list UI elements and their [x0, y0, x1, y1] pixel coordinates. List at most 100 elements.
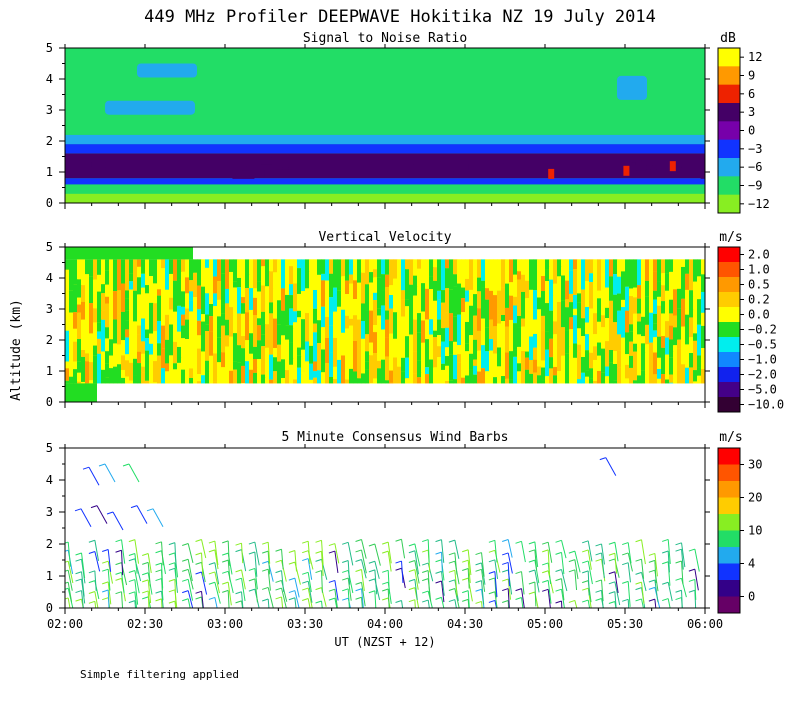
velocity-cell: [249, 310, 254, 320]
wind-barb-flag: [262, 542, 268, 544]
velocity-cell: [693, 370, 698, 381]
velocity-cell: [637, 347, 642, 375]
velocity-cell: [373, 293, 378, 300]
velocity-cell: [617, 334, 622, 350]
wind-barb-flag: [99, 464, 105, 466]
velocity-cell: [613, 322, 618, 351]
velocity-cell: [589, 368, 594, 378]
velocity-cell: [657, 337, 662, 358]
y-tick-label: 2: [46, 333, 53, 347]
velocity-cell: [453, 379, 458, 383]
velocity-cell: [469, 354, 474, 370]
velocity-cell: [417, 259, 422, 268]
velocity-cell: [189, 311, 194, 342]
velocity-cell: [589, 282, 594, 308]
velocity-cell: [297, 294, 302, 311]
velocity-cell: [281, 335, 286, 359]
wind-barb-flag: [409, 579, 415, 581]
velocity-cell: [69, 353, 74, 377]
wind-barb-flag: [582, 571, 588, 573]
velocity-cell: [485, 328, 490, 351]
velocity-cell: [645, 325, 650, 344]
velocity-cell: [561, 259, 566, 266]
velocity-cell: [141, 373, 146, 384]
velocity-cell: [397, 351, 402, 366]
velocity-cell: [289, 295, 294, 308]
wind-barb-flag: [356, 582, 362, 584]
velocity-cell: [129, 363, 134, 381]
velocity-cell: [277, 300, 282, 325]
wind-barb: [442, 552, 443, 572]
velocity-cell: [321, 349, 326, 372]
y-tick-label: 3: [46, 302, 53, 316]
wind-barb-flag: [409, 551, 415, 553]
velocity-cell: [577, 338, 582, 344]
colorbar-swatch: [718, 140, 740, 159]
velocity-cell: [677, 349, 682, 371]
velocity-cell: [489, 259, 494, 282]
velocity-cell: [125, 337, 130, 354]
velocity-cell: [137, 259, 142, 266]
velocity-cell: [173, 259, 178, 280]
velocity-cell: [429, 259, 434, 276]
wind-barb: [575, 570, 577, 590]
velocity-cell: [301, 350, 306, 357]
velocity-cell: [665, 338, 670, 355]
velocity-cell: [601, 259, 606, 290]
colorbar-swatch: [718, 322, 740, 338]
velocity-cell: [389, 285, 394, 295]
velocity-cell: [141, 341, 146, 353]
velocity-cell: [213, 336, 218, 354]
velocity-cell: [489, 351, 494, 379]
wind-barb-flag: [262, 551, 268, 553]
colorbar-swatch: [718, 397, 740, 413]
wind-barb-flag: [396, 568, 402, 570]
wind-barb-flag: [382, 551, 388, 553]
velocity-cell: [157, 321, 162, 343]
wind-barb-flag: [649, 570, 655, 572]
velocity-cell: [545, 350, 550, 376]
velocity-cell: [465, 351, 470, 375]
velocity-cell: [633, 352, 638, 381]
velocity-cell: [513, 323, 518, 349]
velocity-cell: [661, 374, 666, 383]
wind-barb-flag: [649, 553, 655, 555]
wind-barb-flag: [236, 550, 242, 552]
wind-barb-flag: [116, 578, 122, 580]
colorbar-swatch: [718, 580, 740, 597]
velocity-cell: [221, 326, 226, 353]
velocity-cell: [349, 369, 354, 384]
velocity-cell: [377, 354, 382, 361]
velocity-cell: [237, 314, 242, 346]
velocity-cell: [561, 327, 566, 355]
velocity-cell: [369, 355, 374, 383]
wind-barb-flag: [462, 560, 468, 562]
wind-barb-flag: [91, 506, 97, 508]
velocity-cell: [549, 339, 554, 357]
wind-barb-flag: [582, 588, 588, 590]
velocity-cell: [193, 259, 198, 272]
wind-barb: [95, 571, 96, 591]
velocity-cell: [621, 271, 626, 300]
velocity-cell: [329, 369, 334, 377]
velocity-cell: [125, 259, 130, 290]
velocity-cell: [609, 259, 614, 276]
velocity-cell: [577, 271, 582, 294]
velocity-cell: [469, 335, 474, 354]
velocity-cell: [629, 356, 634, 368]
wind-barb-flag: [356, 569, 362, 571]
velocity-cell: [349, 275, 354, 284]
velocity-cell: [441, 290, 446, 303]
velocity-cell: [573, 315, 578, 343]
velocity-cell: [669, 272, 674, 300]
velocity-cell: [253, 288, 258, 298]
velocity-cell: [77, 305, 82, 313]
velocity-cell: [661, 336, 666, 348]
velocity-cell: [133, 291, 138, 322]
velocity-cell: [377, 277, 382, 308]
velocity-cell: [653, 291, 658, 300]
velocity-cell: [353, 267, 358, 280]
velocity-cell: [517, 363, 522, 371]
velocity-cell: [429, 276, 434, 289]
velocity-cell: [181, 315, 186, 326]
